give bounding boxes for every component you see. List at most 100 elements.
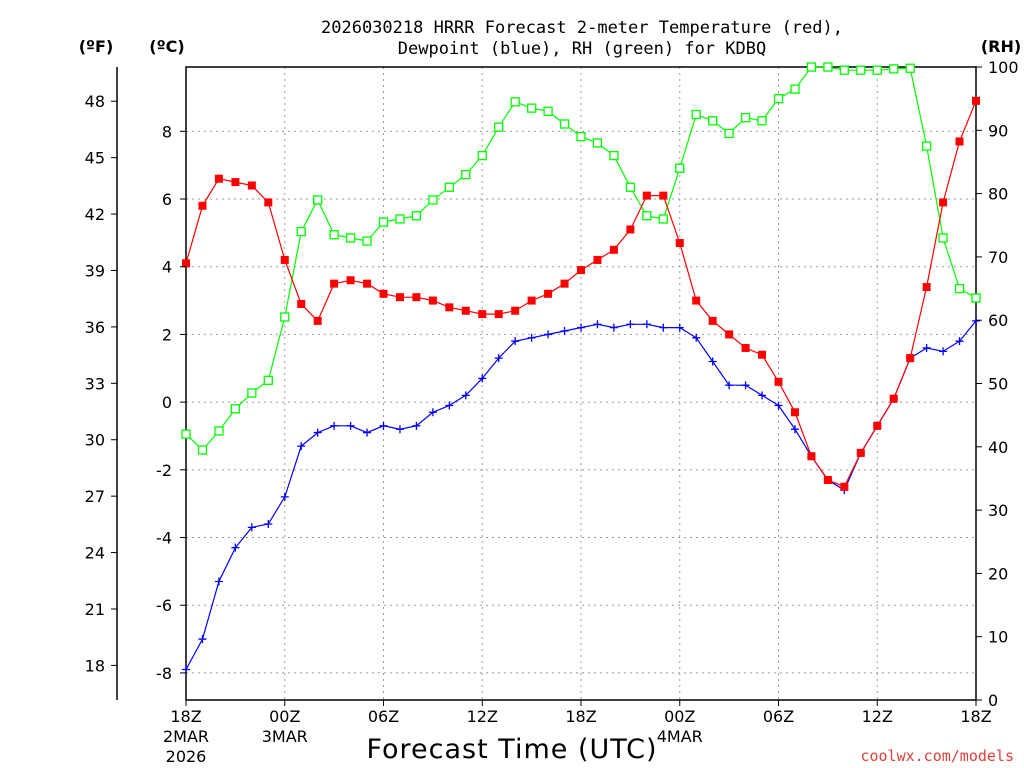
chart-title: 2026030218 HRRR Forecast 2-meter Tempera… [321, 18, 843, 38]
2-meter-temperature-point [412, 293, 421, 302]
relative-humidity-point [889, 64, 899, 74]
dewpoint-point [955, 337, 964, 346]
grid-lines [186, 67, 976, 700]
fahrenheit-tick-label: 42 [85, 205, 105, 224]
dewpoint-point [922, 343, 931, 352]
2-meter-temperature-point [675, 239, 684, 248]
rh-tick-label: 100 [988, 58, 1019, 77]
2-meter-temperature-point [182, 259, 190, 268]
relative-humidity-point [790, 84, 800, 94]
relative-humidity-point [296, 226, 306, 237]
2-meter-temperature-point [823, 475, 832, 484]
relative-humidity-point [543, 106, 553, 116]
dewpoint-point [692, 333, 701, 342]
fahrenheit-tick-label: 39 [85, 261, 105, 280]
relative-humidity-point [740, 112, 751, 123]
celsius-tick-label: 2 [162, 325, 172, 344]
relative-humidity-point [461, 169, 471, 180]
dewpoint-point [642, 320, 651, 329]
celsius-tick-label: 4 [162, 258, 172, 277]
dewpoint-point [626, 320, 635, 329]
relative-humidity-point [592, 138, 603, 148]
relative-humidity-point [724, 128, 734, 139]
rh-tick-label: 50 [988, 375, 1008, 394]
relative-humidity-point [214, 426, 224, 436]
rh-tick-label: 20 [988, 564, 1008, 583]
fahrenheit-tick-label: 48 [85, 92, 105, 111]
fahrenheit-unit-label: (ºF) [79, 37, 114, 56]
relative-humidity-point [872, 65, 882, 75]
plot-frame [185, 66, 977, 701]
x-tick-label: 06Z [368, 707, 399, 726]
celsius-tick-label: -8 [156, 664, 172, 683]
2-meter-temperature-point [692, 296, 701, 305]
x-tick-date-label: 3MAR [262, 727, 308, 746]
celsius-tick-label: 8 [162, 122, 172, 141]
relative-humidity-point [823, 62, 833, 72]
credit-label[interactable]: coolwx.com/models [860, 747, 1014, 765]
dewpoint-point [330, 421, 339, 430]
x-tick-date-label: 2MAR [163, 727, 209, 746]
2-meter-temperature-point [511, 306, 520, 315]
dewpoint-point [577, 323, 585, 332]
2-meter-temperature-point [807, 452, 816, 461]
dewpoint-point [790, 425, 799, 434]
fahrenheit-tick-label: 27 [85, 487, 105, 506]
relative-humidity-point [181, 429, 191, 439]
dewpoint-point [609, 323, 618, 332]
2-meter-temperature-point [198, 201, 207, 210]
rh-tick-label: 90 [988, 121, 1008, 140]
2-meter-temperature-point [856, 448, 865, 457]
relative-humidity-point [839, 65, 849, 75]
relative-humidity-point [625, 182, 636, 192]
dewpoint-point [297, 442, 306, 451]
2-meter-temperature-series [182, 96, 980, 491]
2-meter-temperature-point [774, 377, 783, 386]
x-tick-year-label: 2026 [166, 747, 207, 766]
dewpoint-point [774, 401, 783, 410]
2-meter-temperature-point [840, 482, 849, 491]
dewpoint-point [182, 665, 190, 674]
dewpoint-point [461, 391, 470, 400]
x-tick-label: 00Z [269, 707, 300, 726]
dewpoint-point [511, 337, 520, 346]
2-meter-temperature-point [609, 245, 618, 254]
2-meter-temperature-point [527, 296, 536, 305]
dewpoint-point [445, 401, 454, 410]
celsius-tick-label: -6 [156, 596, 172, 615]
dewpoint-point [264, 519, 273, 528]
2-meter-temperature-point [395, 293, 404, 302]
dewpoint-point [972, 316, 980, 325]
relative-humidity-point [411, 211, 422, 221]
2-meter-temperature-point [478, 310, 487, 319]
celsius-tick-label: 6 [162, 190, 172, 209]
relative-humidity-point [708, 116, 718, 126]
series-layer [181, 62, 981, 674]
x-tick-label: 06Z [763, 707, 794, 726]
relative-humidity-point [494, 122, 504, 132]
fahrenheit-tick-label: 18 [85, 656, 105, 675]
2-meter-temperature-point [626, 225, 635, 234]
dewpoint-point [412, 421, 421, 430]
x-tick-label: 12Z [467, 707, 498, 726]
celsius-tick-label: -4 [156, 529, 172, 548]
2-meter-temperature-point [560, 279, 569, 288]
x-tick-date-label: 4MAR [657, 727, 703, 746]
dewpoint-point [313, 428, 322, 437]
dewpoint-point [346, 421, 355, 430]
2-meter-temperature-point [741, 343, 750, 352]
relative-humidity-point [247, 388, 257, 398]
dewpoint-point [708, 357, 717, 366]
relative-humidity-point [642, 211, 652, 221]
dewpoint-point [428, 408, 437, 417]
relative-humidity-point [856, 65, 866, 75]
dewpoint-point [939, 347, 948, 356]
fahrenheit-tick-label: 36 [85, 318, 105, 337]
relative-humidity-point [263, 375, 273, 385]
relative-humidity-point [806, 62, 817, 72]
rh-tick-label: 60 [988, 311, 1008, 330]
2-meter-temperature-point [873, 421, 882, 430]
relative-humidity-point [757, 116, 767, 126]
x-axis-label: Forecast Time (UTC) [366, 734, 657, 765]
